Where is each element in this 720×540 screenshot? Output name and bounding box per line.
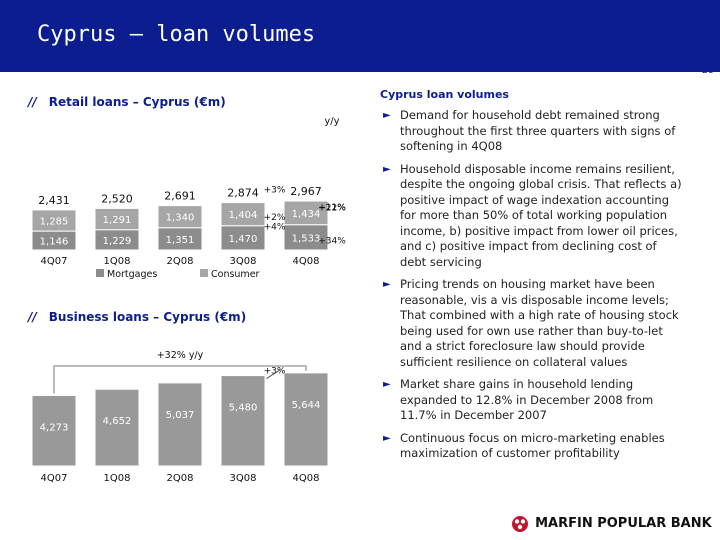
bar-business-loans: [31, 394, 77, 467]
data-label-mortgages: 1,533: [292, 233, 321, 244]
legend-label-consumer: Consumer: [211, 269, 260, 280]
bar-consumer: [220, 202, 266, 227]
bank-logo: MARFIN POPULAR BANK: [510, 513, 712, 533]
title-slashes: //: [28, 310, 37, 324]
data-label-mortgages: 1,146: [40, 237, 69, 248]
retail-section-title: // Retail loans – Cyprus (€m): [28, 95, 226, 109]
bar-business-loans: [283, 372, 329, 467]
x-tick-label: 4Q08: [293, 473, 320, 484]
bullet-item: ► Demand for household debt remained stro…: [380, 108, 686, 155]
title-slashes: //: [28, 95, 37, 109]
qoq-consumer-annotation: +2%: [264, 213, 286, 223]
bullet-text: Pricing trends on housing market have be…: [400, 277, 679, 369]
business-loans-chart: 4,273 4Q07 4,652 1Q08 5,037 2Q08 5,480 3Q08 5,64…: [31, 350, 329, 484]
arrow-bullet-icon: ►: [383, 279, 391, 290]
bullet-text: Demand for household debt remained stron…: [400, 108, 676, 153]
data-label-mortgages: 1,351: [166, 235, 195, 246]
bank-logo-text: MARFIN POPULAR BANK: [535, 516, 712, 531]
legend-swatch-consumer: [200, 269, 208, 277]
data-label-mortgages: 1,470: [229, 234, 258, 245]
qoq-total-annotation: +3%: [264, 186, 286, 196]
bullet-text: Continuous focus on micro-marketing enab…: [400, 430, 665, 461]
bar-business-loans: [157, 382, 203, 467]
data-label-mortgages: 1,229: [103, 236, 132, 247]
total-label: 2,874: [227, 187, 259, 200]
x-tick-label: 4Q07: [41, 473, 68, 484]
bullet-item: ► Continuous focus on micro-marketing ena…: [380, 431, 686, 462]
x-tick-label: 3Q08: [230, 256, 257, 267]
qoq-mortgages-annotation: +4%: [264, 223, 286, 233]
arrow-bullet-icon: ►: [383, 379, 391, 390]
page-number: 28: [702, 66, 714, 76]
x-tick-label: 1Q08: [104, 256, 131, 267]
arrow-bullet-icon: ►: [383, 432, 391, 444]
bullet-item: ► Market share gains in household lending…: [380, 377, 686, 424]
right-panel-title: Cyprus loan volumes: [380, 88, 509, 101]
data-label-consumer: 1,340: [166, 213, 195, 224]
data-label-business: 5,037: [166, 410, 195, 421]
legend-swatch-mortgages: [96, 269, 104, 277]
retail-loans-chart: 1,146 1,285 2,431 4Q07 1,229 1,291 2,520 1Q08 1,…: [31, 116, 346, 280]
page-title: Cyprus – loan volumes: [37, 22, 316, 47]
x-tick-label: 3Q08: [230, 473, 257, 484]
yoy-header: y/y: [324, 116, 339, 127]
bar-business-loans: [220, 375, 266, 467]
bullet-item: ► Household disposable income remains res…: [380, 162, 686, 271]
x-tick-label: 2Q08: [167, 256, 194, 267]
arrow-bullet-icon: ►: [383, 110, 391, 121]
yoy-annotation: +32% y/y: [157, 350, 204, 361]
bullet-text: Household disposable income remains resi…: [400, 161, 682, 269]
x-tick-label: 4Q08: [293, 256, 320, 267]
bullet-item: ► Pricing trends on housing market have b…: [380, 277, 686, 370]
qoq-arrow-icon: [266, 369, 281, 380]
business-title-text: Business loans – Cyprus (€m): [48, 310, 247, 324]
data-label-business: 5,644: [292, 400, 321, 411]
bank-emblem-icon: [512, 515, 528, 532]
bar-mortgages: [283, 224, 329, 251]
yoy-total-annotation: +22%: [318, 204, 346, 214]
x-tick-label: 1Q08: [104, 473, 131, 484]
data-label-business: 4,652: [103, 416, 132, 427]
total-label: 2,520: [101, 192, 133, 205]
bar-consumer: [283, 200, 329, 226]
arrow-bullet-icon: ►: [383, 163, 391, 175]
header-bar: Cyprus – loan volumes: [0, 0, 720, 72]
data-label-consumer: 1,404: [229, 210, 258, 221]
total-label: 2,691: [164, 190, 196, 203]
data-label-consumer: 1,285: [40, 216, 69, 227]
bar-consumer: [94, 207, 140, 231]
qoq-annotation: +3%: [264, 367, 286, 377]
legend-label-mortgages: Mortgages: [107, 269, 157, 280]
bullet-text: Market share gains in household lending …: [400, 377, 654, 422]
data-label-consumer: 1,434: [292, 209, 321, 220]
data-label-consumer: 1,291: [103, 215, 132, 226]
total-label: 2,967: [290, 185, 322, 198]
business-section-title: // Business loans – Cyprus (€m): [28, 310, 246, 324]
yoy-mortgages-annotation: +34%: [318, 237, 346, 247]
x-tick-label: 4Q07: [41, 256, 68, 267]
bar-consumer: [157, 205, 203, 229]
x-tick-label: 2Q08: [167, 473, 194, 484]
yoy-consumer-annotation: +11%: [318, 203, 346, 213]
data-label-business: 5,480: [229, 403, 258, 414]
retail-title-text: Retail loans – Cyprus (€m): [48, 95, 226, 109]
bar-consumer: [31, 209, 77, 232]
bullet-list: ► Demand for household debt remained stro…: [380, 108, 686, 469]
bar-business-loans: [94, 388, 140, 467]
total-label: 2,431: [38, 194, 70, 207]
yoy-bracket-line: [53, 365, 307, 394]
data-label-business: 4,273: [40, 422, 69, 433]
